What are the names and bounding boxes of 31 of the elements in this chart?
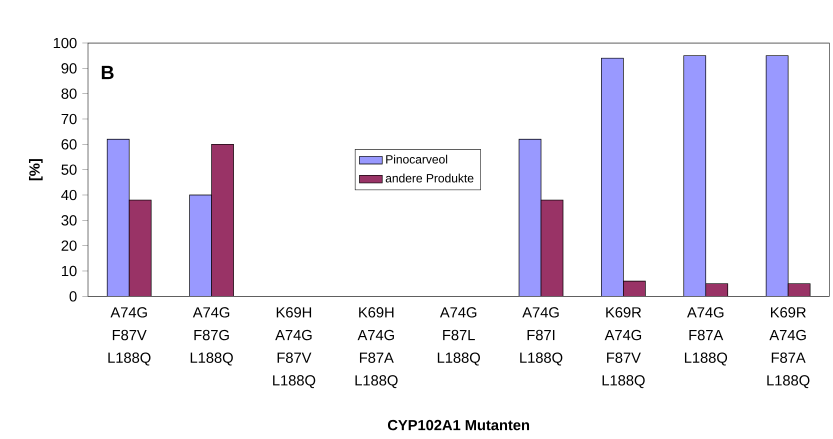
x-tick-label: A74G F87A L188Q — [684, 307, 728, 366]
bar — [683, 55, 706, 296]
legend-label: Pinocarveol — [386, 154, 448, 164]
y-tick-label: 50 — [61, 164, 77, 175]
bar — [601, 58, 624, 296]
x-tick-label: K69R A74G F87A L188Q — [767, 307, 810, 388]
annotation: B — [102, 66, 114, 80]
x-tick-label: A74G F87L L188Q — [438, 307, 480, 366]
y-tick-label: 80 — [61, 88, 77, 99]
x-tick-label: K69H A74G F87V L188Q — [273, 307, 316, 388]
y-tick-label: 0 — [70, 291, 77, 302]
y-tick-label: 40 — [61, 190, 77, 200]
x-tick-label: A74G F87G L188Q — [190, 307, 233, 366]
bar — [766, 55, 788, 296]
legend-label: andere Produkte — [386, 174, 474, 182]
y-axis-title: [%] — [28, 159, 43, 180]
y-tick-label: 20 — [62, 240, 77, 251]
y-tick-label: 70 — [62, 114, 77, 124]
y-tick-label: 30 — [61, 215, 77, 226]
y-tick-label: 100 — [54, 38, 77, 48]
x-tick-label: K69H A74G F87A L188Q — [355, 307, 398, 388]
y-tick-label: 90 — [62, 63, 77, 74]
x-tick-label: A74G F87V L188Q — [108, 307, 150, 366]
bar — [518, 138, 542, 296]
y-tick-label: 10 — [62, 266, 77, 276]
bar — [189, 194, 212, 296]
bar — [106, 138, 130, 296]
x-axis-title: CYP102A1 Mutanten — [388, 420, 530, 430]
y-tick-label: 60 — [62, 139, 77, 150]
x-tick-label: A74G F87I L188Q — [520, 307, 562, 366]
x-tick-label: K69R A74G F87V L188Q — [602, 307, 645, 388]
